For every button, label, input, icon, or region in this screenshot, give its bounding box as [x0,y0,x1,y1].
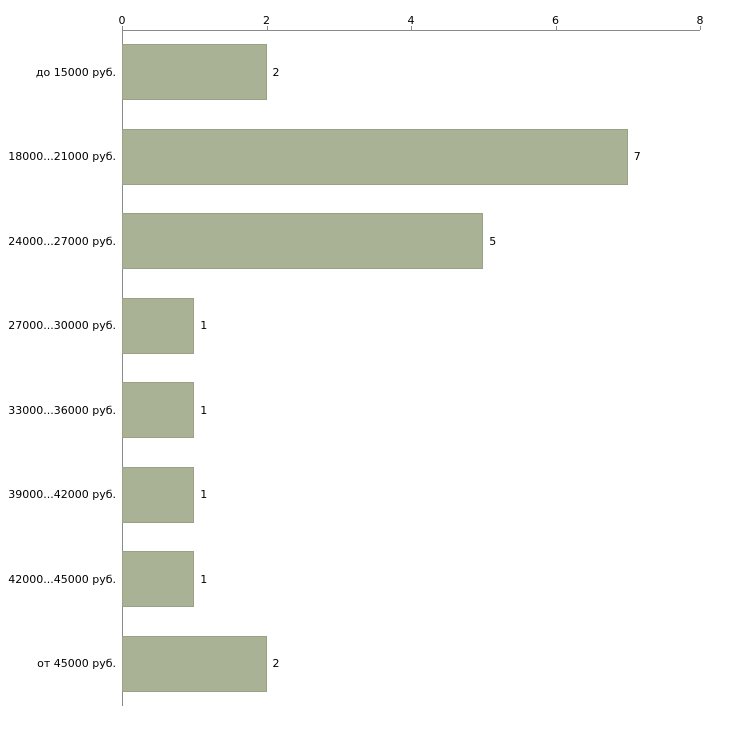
x-tick-mark [555,26,557,30]
category-label: 27000...30000 руб. [8,319,116,333]
value-label: 1 [200,572,208,586]
bar-row: 39000...42000 руб. 1 [0,453,730,538]
category-label: 18000...21000 руб. [8,150,116,164]
category-label: до 15000 руб. [35,65,116,79]
bar [122,635,267,692]
category-label: 33000...36000 руб. [8,403,116,417]
x-tick-mark [700,26,701,30]
bar-area: 1 [122,297,730,354]
bar-rows: до 15000 руб. 2 18000...21000 руб. 7 24000..… [0,30,730,706]
bar [122,382,195,439]
value-label: 1 [200,488,208,502]
x-tick-label: 0 [118,14,126,27]
bar-row: до 15000 руб. 2 [0,30,730,115]
bar-area: 1 [122,551,730,608]
value-label: 1 [200,319,208,333]
bar-area: 2 [122,44,730,101]
x-tick-label: 6 [552,14,559,27]
x-tick-label: 8 [696,14,704,27]
value-label: 2 [272,657,280,671]
bar [122,128,628,185]
bar [122,466,195,523]
category-label: от 45000 руб. [37,657,116,671]
bar-row: 42000...45000 руб. 1 [0,537,730,622]
value-label: 1 [200,403,208,417]
bar-area: 1 [122,382,730,439]
bar [122,44,267,101]
category-label: 42000...45000 руб. [8,572,116,586]
bar-area: 7 [122,128,730,185]
value-label: 2 [272,65,280,79]
value-label: 7 [633,150,641,164]
bar [122,213,484,270]
bar [122,551,195,608]
bar-area: 2 [122,635,730,692]
bar-row: 24000...27000 руб. 5 [0,199,730,284]
bar-row: 27000...30000 руб. 1 [0,284,730,369]
x-tick-label: 4 [407,14,415,27]
bar [122,297,195,354]
x-tick-label: 2 [263,14,270,27]
bar-area: 5 [122,213,730,270]
x-tick-mark [122,26,123,30]
value-label: 5 [489,234,497,248]
x-axis-line [122,30,700,31]
bar-row: 18000...21000 руб. 7 [0,115,730,200]
bar-area: 1 [122,466,730,523]
bar-row: от 45000 руб. 2 [0,622,730,707]
category-label: 24000...27000 руб. [8,234,116,248]
bar-row: 33000...36000 руб. 1 [0,368,730,453]
category-label: 39000...42000 руб. [8,488,116,502]
x-tick-mark [266,26,268,30]
x-tick-mark [411,26,412,30]
y-axis-line [122,30,123,706]
